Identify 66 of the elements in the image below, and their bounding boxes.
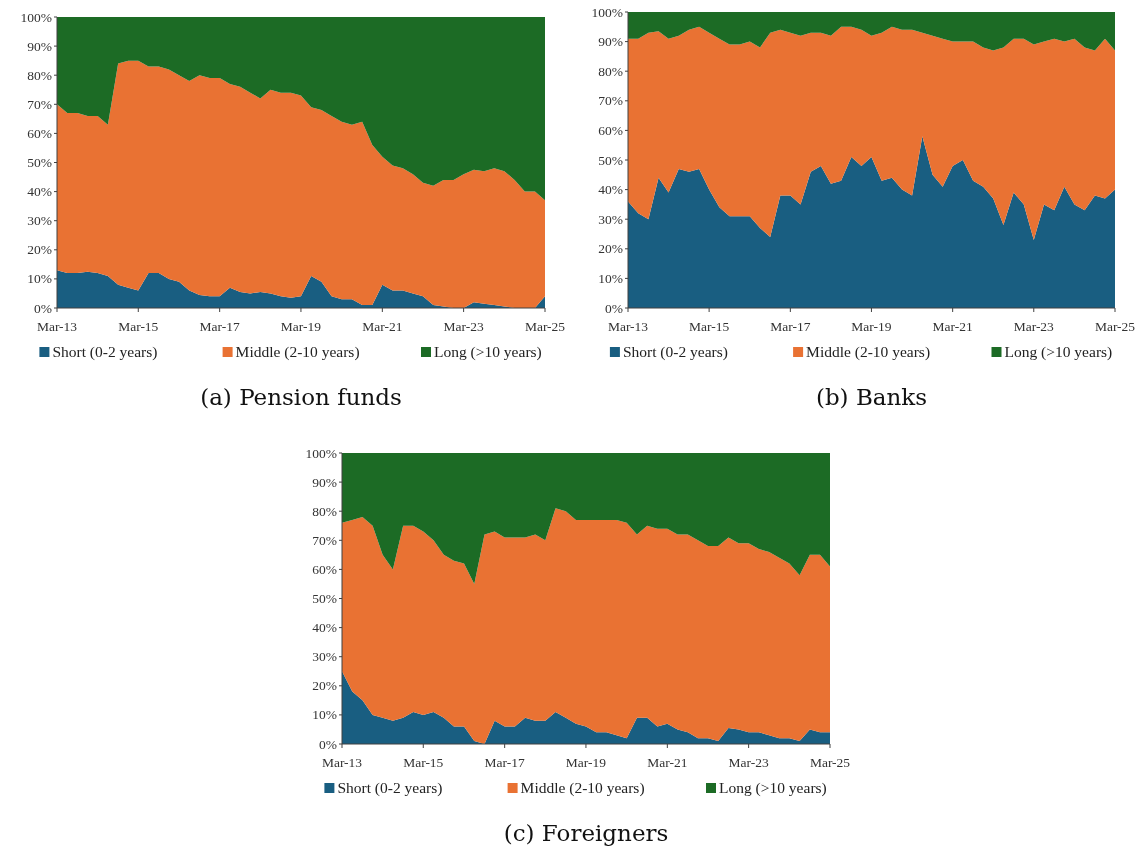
y-tick-label: 0% bbox=[605, 300, 623, 316]
y-tick-label: 50% bbox=[27, 155, 52, 170]
x-tick-label: Mar-23 bbox=[443, 319, 484, 334]
x-tick-label: Mar-19 bbox=[565, 755, 607, 770]
y-tick-label: 50% bbox=[598, 152, 623, 168]
x-tick-label: Mar-13 bbox=[321, 755, 363, 770]
y-tick-label: 100% bbox=[20, 9, 52, 25]
y-tick-label: 10% bbox=[27, 271, 52, 287]
x-tick-label: Mar-15 bbox=[118, 319, 159, 334]
legend-label: Long (>10 years) bbox=[434, 343, 542, 361]
x-tick-label: Mar-15 bbox=[689, 319, 730, 334]
legend-label: Middle (2-10 years) bbox=[806, 343, 931, 361]
y-tick-label: 60% bbox=[312, 561, 337, 577]
x-tick-label: Mar-13 bbox=[36, 319, 78, 334]
x-tick-label: Mar-25 bbox=[809, 755, 851, 770]
text: (a) Pension funds bbox=[200, 384, 402, 410]
y-tick-label: 90% bbox=[598, 34, 623, 50]
y-tick-label: 90% bbox=[27, 38, 52, 54]
y-tick-label: 50% bbox=[312, 591, 337, 606]
x-tick-label: Mar-23 bbox=[728, 755, 769, 770]
y-tick-label: 70% bbox=[27, 96, 52, 112]
y-tick-label: 20% bbox=[598, 241, 623, 257]
x-tick-label: Mar-25 bbox=[524, 319, 566, 334]
y-tick-label: 30% bbox=[27, 213, 52, 229]
y-tick-label: 100% bbox=[305, 445, 337, 461]
x-tick-label: Mar-19 bbox=[280, 319, 322, 334]
legend-label: Short (0-2 years) bbox=[337, 779, 443, 797]
legend-label: Middle (2-10 years) bbox=[520, 779, 645, 797]
y-tick-label: 70% bbox=[598, 93, 623, 109]
legend-label: Short (0-2 years) bbox=[622, 343, 728, 361]
x-tick-label: Mar-17 bbox=[770, 319, 811, 334]
y-tick-label: 80% bbox=[598, 63, 623, 79]
legend-label: Short (0-2 years) bbox=[52, 343, 158, 361]
y-tick-label: 0% bbox=[319, 736, 337, 752]
y-tick-label: 30% bbox=[598, 211, 623, 227]
y-tick-label: 10% bbox=[598, 270, 623, 286]
y-tick-label: 60% bbox=[27, 125, 52, 141]
y-tick-label: 80% bbox=[312, 503, 337, 519]
text: (c) Foreigners bbox=[503, 820, 669, 846]
x-tick-label: Mar-23 bbox=[1013, 319, 1055, 334]
y-tick-label: 90% bbox=[312, 474, 337, 490]
x-tick-label: Mar-15 bbox=[403, 755, 444, 770]
legend-label: Middle (2-10 years) bbox=[235, 343, 360, 361]
x-tick-label: Mar-21 bbox=[647, 755, 688, 770]
x-tick-label: Mar-17 bbox=[199, 319, 241, 334]
x-tick-label: Mar-21 bbox=[932, 319, 973, 334]
y-tick-label: 100% bbox=[591, 4, 623, 20]
y-tick-label: 40% bbox=[312, 620, 337, 636]
y-tick-label: 40% bbox=[598, 182, 623, 198]
y-tick-label: 10% bbox=[312, 707, 337, 723]
y-tick-label: 20% bbox=[312, 678, 337, 694]
y-tick-label: 70% bbox=[312, 532, 337, 548]
legend-label: Long (>10 years) bbox=[719, 779, 827, 797]
x-tick-label: Mar-25 bbox=[1094, 319, 1136, 334]
y-tick-label: 60% bbox=[598, 122, 623, 138]
x-tick-label: Mar-13 bbox=[607, 319, 649, 334]
x-tick-label: Mar-17 bbox=[484, 755, 526, 770]
y-tick-label: 0% bbox=[34, 300, 52, 316]
x-tick-label: Mar-19 bbox=[851, 319, 892, 334]
y-tick-label: 80% bbox=[27, 67, 52, 83]
x-tick-label: Mar-21 bbox=[362, 319, 403, 334]
legend-label: Long (>10 years) bbox=[1004, 343, 1113, 361]
y-tick-label: 30% bbox=[312, 649, 337, 665]
y-tick-label: 20% bbox=[27, 242, 52, 258]
y-tick-label: 40% bbox=[27, 184, 52, 200]
text: (b) Banks bbox=[815, 384, 928, 410]
